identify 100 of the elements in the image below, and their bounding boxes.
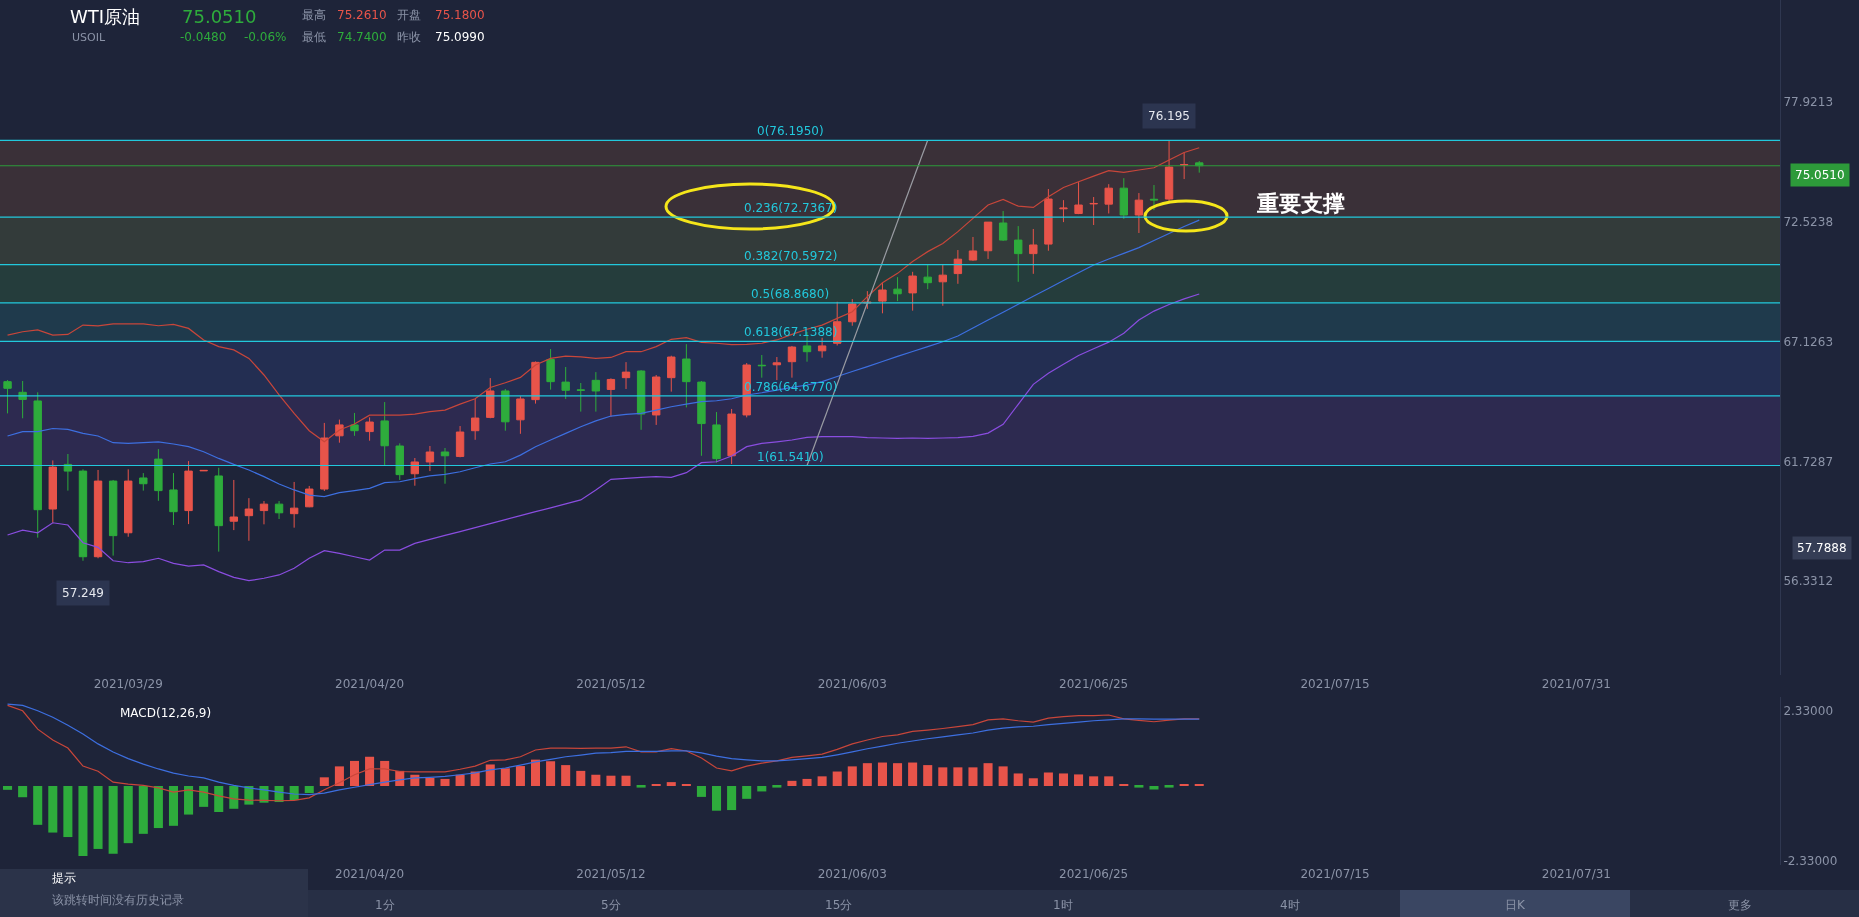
ref-line-label: 0(76.1950) — [757, 124, 824, 138]
x-tick-label: 2021/05/12 — [576, 677, 646, 691]
candlestick — [1149, 184, 1159, 211]
y-tick-label: 67.1263 — [1783, 334, 1834, 349]
bar — [138, 785, 148, 834]
bar — [455, 774, 465, 786]
bar — [817, 776, 827, 786]
bar — [1043, 772, 1053, 786]
y-tick-label: 56.3312 — [1783, 574, 1834, 589]
bar — [893, 763, 903, 786]
annotation: 74.7400 — [337, 30, 387, 44]
candlestick — [757, 354, 766, 379]
bar — [802, 778, 812, 786]
bar — [304, 785, 314, 794]
x-tick-label: 2021/07/15 — [1300, 677, 1370, 691]
candlestick — [199, 469, 208, 472]
bar — [998, 766, 1008, 786]
candlestick — [968, 236, 978, 262]
bar — [983, 763, 993, 786]
annotation: -0.06% — [244, 30, 287, 44]
candlestick — [93, 469, 103, 559]
bar — [561, 765, 571, 786]
x-tick-label: 2021/07/31 — [1541, 677, 1611, 691]
bar — [1058, 773, 1068, 786]
bar — [168, 785, 178, 826]
text: MACD(12,26,9) — [120, 706, 212, 720]
candlestick — [380, 401, 389, 467]
text: 该跳转时间没有历史记录 — [52, 893, 184, 907]
text: 1分 — [375, 898, 395, 912]
bar — [63, 785, 73, 838]
x-tick-label: 2021/06/03 — [817, 867, 887, 881]
bar — [591, 774, 601, 786]
x-tick-label: 2021/07/31 — [1541, 867, 1611, 881]
candlestick — [365, 416, 374, 442]
candlestick — [48, 459, 57, 524]
bar — [93, 785, 103, 849]
candlestick — [923, 263, 932, 290]
candlestick — [1029, 228, 1038, 275]
candlestick — [651, 374, 661, 426]
candlestick — [787, 345, 797, 379]
annotation: 开盘 — [397, 8, 421, 22]
candlestick — [591, 371, 601, 413]
candlestick — [621, 361, 631, 390]
candlestick — [1104, 183, 1113, 214]
bar — [576, 770, 586, 786]
y-tick-label: 77.9213 — [1783, 95, 1834, 110]
bar — [727, 785, 737, 811]
annotation: 最低 — [302, 30, 326, 44]
candlestick — [516, 395, 525, 435]
candlestick — [3, 379, 12, 414]
text: 4时 — [1280, 898, 1300, 912]
bar — [757, 785, 767, 792]
candlestick — [124, 468, 133, 538]
x-tick-label: 2021/05/12 — [576, 867, 646, 881]
y-tick-label: 61.7287 — [1783, 454, 1834, 469]
bar — [832, 771, 842, 786]
text: 更多 — [1728, 898, 1752, 912]
text: 57.7888 — [1797, 541, 1847, 555]
candlestick — [108, 479, 118, 557]
bar — [666, 782, 676, 786]
bar — [78, 785, 88, 857]
candlestick — [712, 411, 721, 464]
annotation: 75.0990 — [435, 30, 485, 44]
bar — [48, 785, 58, 833]
bar — [621, 775, 631, 786]
candlestick — [455, 425, 465, 458]
annotation: 75.1800 — [435, 8, 485, 22]
candlestick — [63, 453, 73, 492]
bar — [1028, 778, 1038, 786]
bar — [636, 785, 646, 788]
candlestick — [169, 472, 178, 526]
candlestick — [486, 377, 495, 419]
bar — [229, 785, 239, 809]
x-tick-label: 2021/06/03 — [817, 677, 887, 691]
bar — [908, 762, 918, 786]
bar — [153, 785, 163, 829]
candlestick — [229, 479, 239, 531]
bar — [199, 785, 209, 807]
candlestick — [33, 391, 42, 539]
candlestick — [1134, 192, 1144, 234]
bar — [1074, 774, 1084, 786]
bar — [214, 785, 224, 812]
bar — [712, 785, 722, 811]
candlestick — [154, 448, 163, 502]
annotation: 75.2610 — [337, 8, 387, 22]
text: 1时 — [1053, 898, 1073, 912]
candlestick — [1014, 225, 1023, 283]
candlestick — [214, 467, 223, 553]
annotation: 昨收 — [397, 30, 421, 44]
candlestick — [1119, 177, 1129, 220]
x-tick-label: 2021/04/20 — [334, 677, 405, 691]
candlestick — [878, 282, 887, 314]
bar — [184, 785, 194, 815]
text: USOIL — [72, 31, 106, 44]
bar — [1013, 773, 1023, 786]
bar — [515, 766, 525, 786]
annotation: 76.195 — [1148, 109, 1190, 123]
annotation: -0.0480 — [180, 30, 227, 44]
annotation: 57.249 — [62, 586, 104, 600]
candlestick — [606, 377, 616, 418]
